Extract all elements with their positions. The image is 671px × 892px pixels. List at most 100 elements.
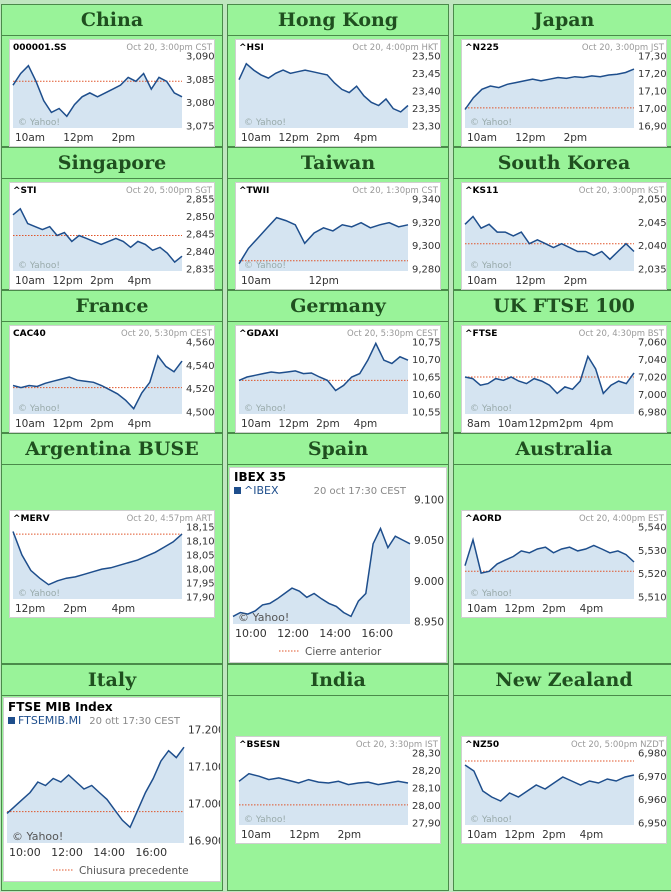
market-title[interactable]: Australia <box>454 434 671 465</box>
ticker-label[interactable]: CAC40 <box>13 329 46 339</box>
market-title[interactable]: Spain <box>228 434 448 465</box>
price-line[interactable] <box>464 536 635 574</box>
price-line[interactable] <box>238 772 409 786</box>
watermark: © Yahoo! <box>18 261 60 271</box>
ticker-label[interactable]: ^HSI <box>239 43 264 53</box>
x-tick-label: 4pm <box>580 829 604 841</box>
x-tick-label: 4pm <box>580 603 604 615</box>
ticker-label[interactable]: ^IBEX <box>244 484 279 497</box>
x-tick-label: 2pm <box>338 829 362 841</box>
y-tick-label: 8.950 <box>414 617 444 629</box>
x-tick-label: 4pm <box>354 418 378 430</box>
y-tick-label: 2,035 <box>638 265 667 276</box>
ticker-label[interactable]: ^TWII <box>239 186 269 196</box>
ticker-label[interactable]: 000001.SS <box>13 43 67 53</box>
y-tick-label: 9,280 <box>412 265 441 276</box>
market-body: ^MERV Oct 20, 4:57pm ART © Yahoo! 18,150 18,… <box>2 465 222 663</box>
ticker-label[interactable]: ^KS11 <box>465 186 499 196</box>
x-tick-label: 16:00 <box>135 846 167 859</box>
watermark: © Yahoo! <box>18 118 60 128</box>
market-title[interactable]: Germany <box>228 291 448 322</box>
stock-chart[interactable]: CAC40 Oct 20, 5:30pm CEST © Yahoo! 4,560 4,5… <box>9 325 215 433</box>
stock-chart[interactable]: ^FTSE Oct 20, 4:30pm BST © Yahoo! 7,060 7,04… <box>461 325 667 433</box>
stock-chart[interactable]: ^GDAXI Oct 20, 5:30pm CEST © Yahoo! 10,750 1… <box>235 325 441 433</box>
stock-chart[interactable]: ^N225 Oct 20, 3:00pm JST © Yahoo! 17,300 17,… <box>461 39 667 147</box>
y-tick-label: 9.000 <box>414 576 444 588</box>
y-tick-label: 23,450 <box>412 69 441 80</box>
market-body: ^AORD Oct 20, 4:00pm EST © Yahoo! 5,540 5,53… <box>454 465 671 663</box>
stock-chart[interactable]: ^AORD Oct 20, 4:00pm EST © Yahoo! 5,540 5,53… <box>461 510 667 618</box>
price-area <box>465 216 634 271</box>
price-line[interactable] <box>12 354 183 410</box>
market-title[interactable]: Singapore <box>2 148 222 179</box>
ticker-label[interactable]: ^NZ50 <box>465 740 499 750</box>
ticker-label[interactable]: ^AORD <box>465 514 502 524</box>
market-cell: Italy FTSE MIB Index FTSEMIB.MI 20 ott 17:3… <box>1 664 223 891</box>
ticker-label[interactable]: ^GDAXI <box>239 329 279 339</box>
market-body: 000001.SS Oct 20, 3:00pm CST © Yahoo! 3,090… <box>2 36 222 147</box>
price-line[interactable] <box>238 341 409 392</box>
market-title[interactable]: Hong Kong <box>228 5 448 36</box>
price-line[interactable] <box>12 207 183 264</box>
price-line[interactable] <box>232 526 411 618</box>
index-title: IBEX 35 <box>234 470 286 484</box>
x-tick-label: 2pm <box>316 418 340 430</box>
market-title[interactable]: Taiwan <box>228 148 448 179</box>
ticker-label[interactable]: ^N225 <box>465 43 499 53</box>
stock-chart[interactable]: ^BSESN Oct 20, 3:30pm IST © Yahoo! 28,300 28… <box>235 736 441 844</box>
x-tick-label: 2pm <box>90 418 114 430</box>
y-tick-label: 2,840 <box>186 247 215 258</box>
price-line[interactable] <box>12 531 183 586</box>
ticker-label[interactable]: ^MERV <box>13 514 50 524</box>
ticker-label[interactable]: ^STI <box>13 186 37 196</box>
market-title[interactable]: France <box>2 291 222 322</box>
market-cell: Japan ^N225 Oct 20, 3:00pm JST © Yahoo! 17,3… <box>453 4 671 147</box>
price-line[interactable] <box>238 216 409 265</box>
y-tick-label: 5,540 <box>638 523 667 534</box>
x-tick-label: 12pm <box>53 275 83 287</box>
y-tick-label: 7,000 <box>638 390 667 401</box>
price-line[interactable] <box>6 746 185 829</box>
x-tick-label: 2pm <box>90 275 114 287</box>
price-line[interactable] <box>464 764 635 802</box>
timestamp: Oct 20, 3:00pm JST <box>582 43 665 53</box>
y-tick-label: 3,075 <box>186 122 215 133</box>
price-line[interactable] <box>464 68 635 110</box>
market-title[interactable]: China <box>2 5 222 36</box>
market-title[interactable]: Italy <box>2 665 222 696</box>
stock-chart[interactable]: ^MERV Oct 20, 4:57pm ART © Yahoo! 18,150 18,… <box>9 510 215 618</box>
ticker-label[interactable]: FTSEMIB.MI <box>18 714 81 727</box>
market-title[interactable]: New Zealand <box>454 665 671 696</box>
y-tick-label: 5,520 <box>638 569 667 580</box>
timestamp: 20 ott 17:30 CEST <box>89 716 181 727</box>
price-line[interactable] <box>464 354 635 395</box>
stock-chart[interactable]: IBEX 35 ^IBEX 20 oct 17:30 CEST © Yahoo! 9.1… <box>229 467 447 663</box>
market-title[interactable]: Argentina BUSE <box>2 434 222 465</box>
market-cell: South Korea ^KS11 Oct 20, 3:00pm KST © Yaho… <box>453 147 671 290</box>
y-tick-label: 10,600 <box>412 390 441 401</box>
timestamp: Oct 20, 3:30pm IST <box>356 740 439 750</box>
x-tick-label: 2pm <box>63 603 87 615</box>
market-title[interactable]: Japan <box>454 5 671 36</box>
stock-chart[interactable]: ^HSI Oct 20, 4:00pm HKT © Yahoo! 23,500 23,4… <box>235 39 441 147</box>
stock-chart[interactable]: ^TWII Oct 20, 1:30pm CST © Yahoo! 9,340 9,32… <box>235 182 441 290</box>
stock-chart[interactable]: FTSE MIB Index FTSEMIB.MI 20 ott 17:30 CES… <box>3 697 221 882</box>
ticker-label[interactable]: ^BSESN <box>239 740 280 750</box>
x-tick-label: 10am <box>467 603 497 615</box>
price-area <box>239 773 408 825</box>
x-tick-label: 10am <box>241 829 271 841</box>
stock-chart[interactable]: 000001.SS Oct 20, 3:00pm CST © Yahoo! 3,090… <box>9 39 215 147</box>
watermark: © Yahoo! <box>18 589 60 599</box>
stock-chart[interactable]: ^NZ50 Oct 20, 5:00pm NZDT © Yahoo! 6,980 6,9… <box>461 736 667 844</box>
market-title[interactable]: South Korea <box>454 148 671 179</box>
watermark: © Yahoo! <box>470 815 512 825</box>
timestamp: Oct 20, 3:00pm KST <box>579 186 665 196</box>
price-line[interactable] <box>464 215 635 261</box>
stock-chart[interactable]: ^KS11 Oct 20, 3:00pm KST © Yahoo! 2,050 2,04… <box>461 182 667 290</box>
ticker-label[interactable]: ^FTSE <box>465 329 497 339</box>
market-title[interactable]: India <box>228 665 448 696</box>
price-line[interactable] <box>238 62 409 113</box>
stock-chart[interactable]: ^STI Oct 20, 5:00pm SGT © Yahoo! 2,855 2,850… <box>9 182 215 290</box>
price-line[interactable] <box>12 64 183 118</box>
market-title[interactable]: UK FTSE 100 <box>454 291 671 322</box>
